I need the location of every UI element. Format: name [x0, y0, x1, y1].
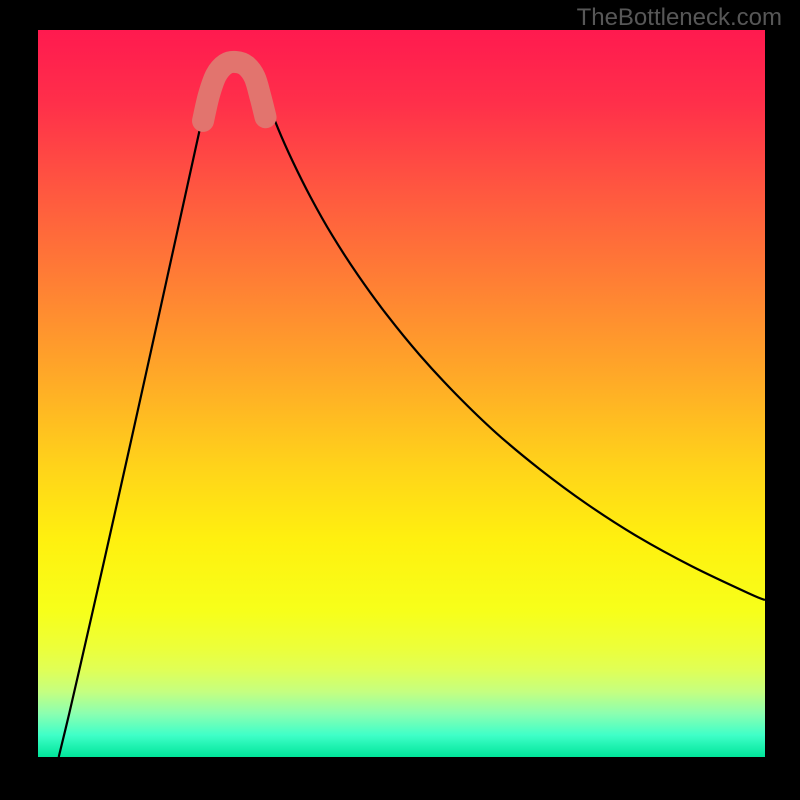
coral-valley-overlay	[203, 62, 266, 121]
watermark-text: TheBottleneck.com	[577, 4, 782, 32]
curves-svg	[38, 30, 765, 757]
left-curve-branch	[59, 74, 213, 757]
right-curve-branch	[260, 74, 765, 600]
plot-area	[38, 30, 765, 757]
